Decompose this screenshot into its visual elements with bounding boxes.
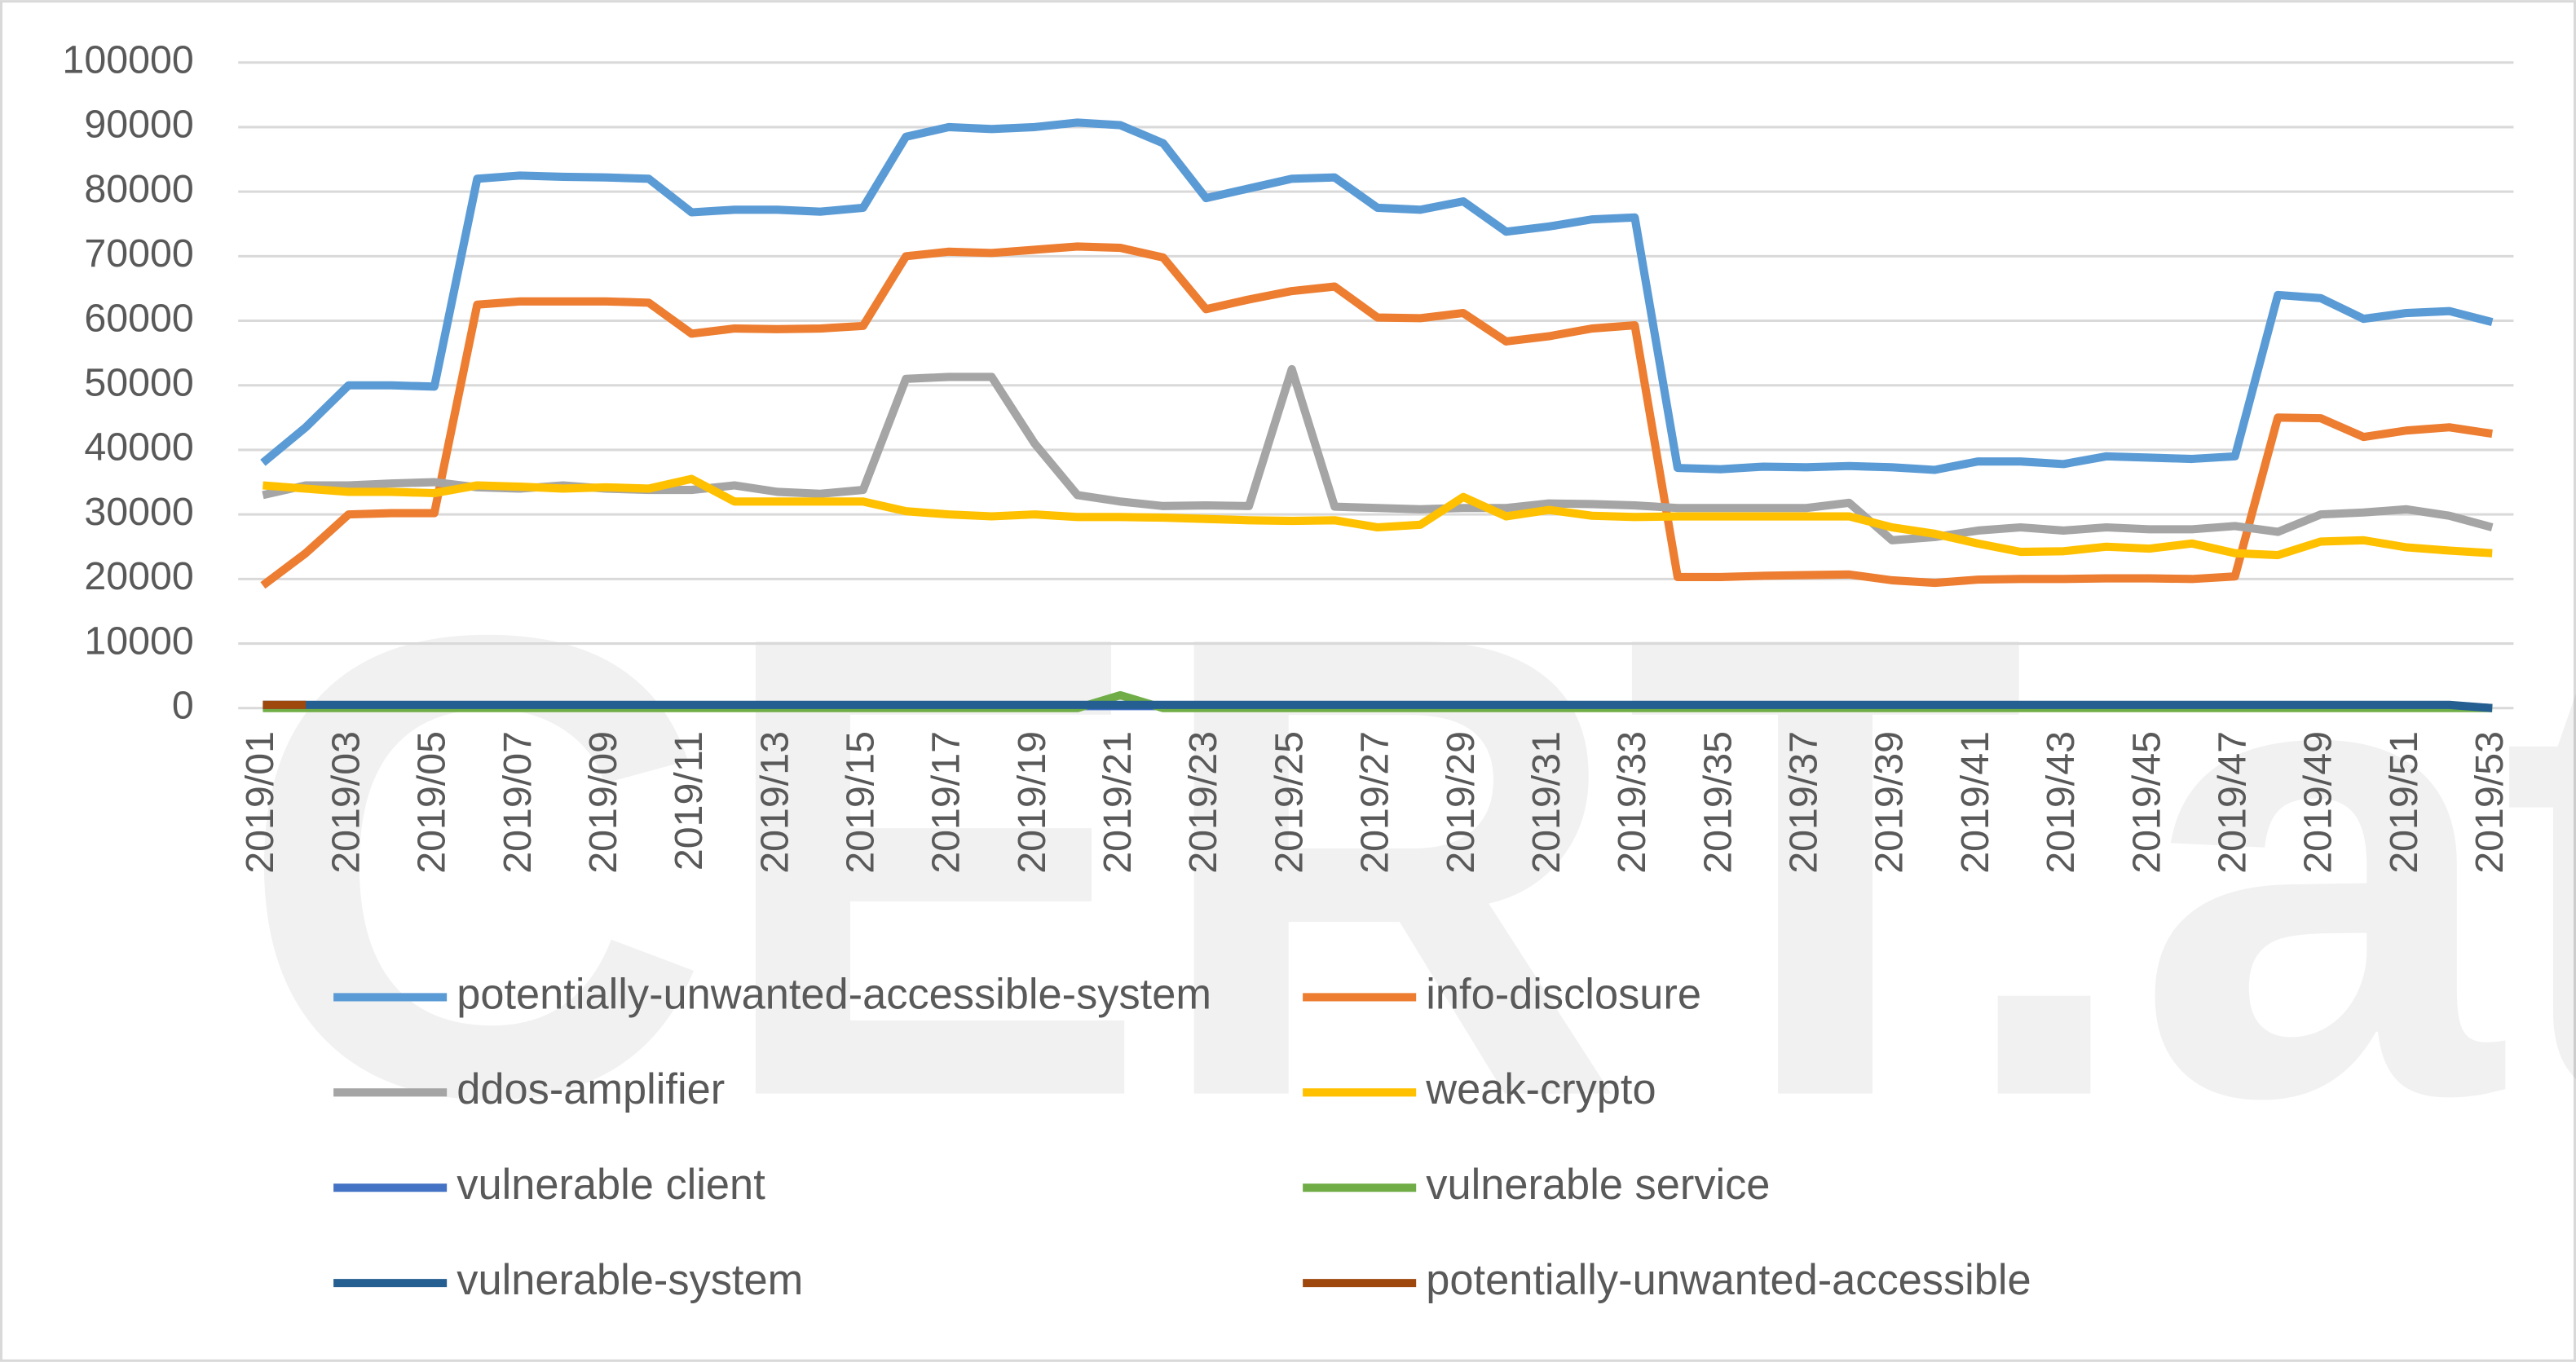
x-tick-label: 2019/27: [1353, 731, 1397, 874]
x-tick-label: 2019/49: [2296, 731, 2340, 874]
x-tick-label: 2019/09: [581, 731, 625, 874]
y-tick-label: 20000: [84, 554, 193, 598]
watermark: CERT.at: [237, 499, 2576, 1233]
x-tick-label: 2019/25: [1267, 731, 1311, 874]
y-tick-label: 30000: [84, 490, 193, 534]
line-series: [262, 474, 2493, 560]
legend-label: weak-crypto: [1425, 1066, 1656, 1113]
x-tick-label: 2019/07: [496, 731, 540, 874]
x-tick-label: 2019/01: [238, 731, 282, 874]
y-tick-label: 70000: [84, 231, 193, 275]
legend-label: vulnerable client: [457, 1161, 765, 1209]
line-series: [262, 700, 2493, 712]
x-tick-label: 2019/03: [324, 731, 368, 874]
x-tick-label: 2019/43: [2039, 731, 2083, 874]
x-tick-label: 2019/13: [752, 731, 796, 874]
x-tick-label: 2019/37: [1782, 731, 1826, 874]
x-tick-label: 2019/15: [839, 731, 883, 874]
x-tick-label: 2019/29: [1439, 731, 1483, 874]
x-tick-label: 2019/53: [2468, 731, 2512, 874]
line-series: [260, 118, 2494, 474]
x-tick-label: 2019/31: [1524, 731, 1568, 874]
x-tick-label: 2019/11: [667, 731, 711, 871]
x-tick-label: 2019/45: [2124, 731, 2168, 874]
y-tick-label: 40000: [84, 425, 193, 469]
x-tick-label: 2019/51: [2382, 731, 2426, 874]
x-tick-label: 2019/35: [1696, 731, 1740, 874]
y-tick-label: 60000: [84, 296, 193, 340]
x-tick-label: 2019/23: [1181, 731, 1225, 874]
legend-label: vulnerable service: [1426, 1161, 1770, 1209]
x-tick-label: 2019/17: [924, 731, 968, 874]
y-tick-label: 90000: [84, 103, 193, 147]
x-tick-label: 2019/19: [1010, 731, 1054, 874]
y-tick-label: 0: [172, 684, 194, 728]
x-tick-label: 2019/05: [410, 731, 454, 874]
legend-label: info-disclosure: [1426, 971, 1701, 1018]
y-tick-label: 50000: [84, 361, 193, 405]
legend-label: potentially-unwanted-accessible-system: [457, 971, 1211, 1018]
x-tick-label: 2019/33: [1610, 731, 1654, 874]
line-series: [260, 242, 2493, 589]
x-tick-label: 2019/41: [1953, 731, 1997, 874]
x-tick-label: 2019/21: [1096, 731, 1140, 874]
y-tick-label: 10000: [84, 619, 193, 663]
legend-label: vulnerable-system: [457, 1257, 803, 1304]
y-tick-label: 80000: [84, 167, 193, 211]
x-tick-label: 2019/47: [2210, 731, 2254, 874]
legend-label: ddos-amplifier: [457, 1066, 725, 1113]
legend-label: potentially-unwanted-accessible: [1426, 1257, 2031, 1304]
y-tick-label: 100000: [62, 38, 193, 82]
x-tick-label: 2019/39: [1868, 731, 1912, 874]
